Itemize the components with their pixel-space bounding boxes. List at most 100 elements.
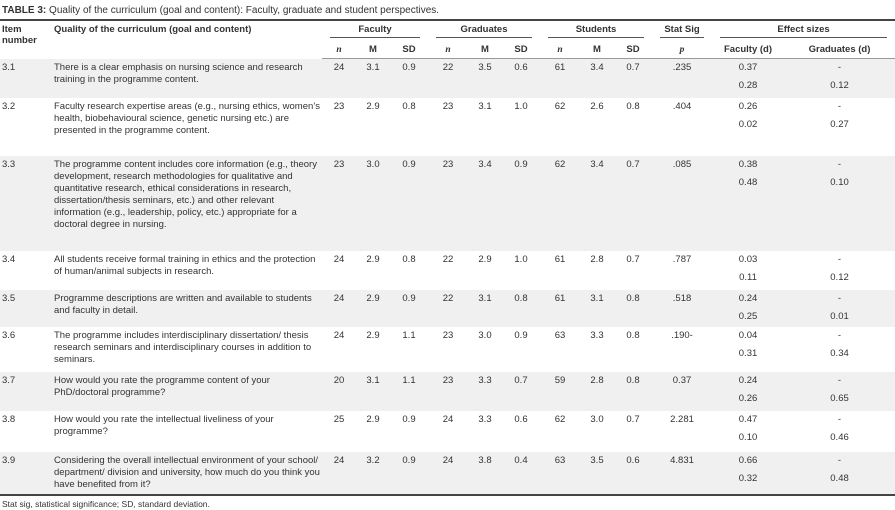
cell-gn: 23 [442,374,454,386]
cell-sn: 61 [554,62,566,73]
cell-fn: 24 [333,292,345,304]
item-text: Programme descriptions are written and a… [54,292,312,316]
cell-fm: 3.1 [366,374,380,386]
cell-fm: 2.9 [366,413,380,425]
cell-ssd: 0.8 [626,374,640,386]
cell-sn: 61 [554,253,566,265]
faculty-d-cell: 0.37 0.28 [738,62,758,91]
graduates-d-cell: -0.46 [830,413,849,443]
cell-ssd: 0.8 [626,292,640,304]
cell-gn: 22 [442,292,454,304]
header-graduates: Graduates [428,19,540,41]
graduates-d-cell: -0.01 [830,292,849,322]
header-quality: Quality of the curriculum (goal and cont… [52,19,322,59]
item-text: All students receive formal training in … [54,253,316,277]
cell-gsd: 0.6 [514,62,528,73]
cell-gm: 3.1 [478,100,492,112]
cell-fsd: 0.8 [402,100,416,112]
header-item-number: Item number [0,19,52,59]
cell-fn: 20 [333,374,345,386]
cell-sm: 3.0 [590,413,604,425]
cell-fn: 24 [322,451,356,496]
cell-sm: 3.4 [590,62,604,73]
header-effect-sizes: Effect sizes [712,19,895,41]
cell-gm: 3.5 [478,62,492,73]
item-number: 3.5 [2,292,16,304]
cell-gm: 3.1 [478,292,492,304]
header-faculty: Faculty [322,19,428,41]
faculty-d-cell: 0.03 0.11 [738,253,758,283]
graduates-d-cell: -0.10 [830,158,849,188]
header-sd: SD [614,41,653,59]
cell-fn: 23 [333,158,345,170]
cell-sn: 62 [554,158,566,170]
cell-sm: 3.3 [590,329,604,341]
cell-sm: 3.4 [590,158,604,170]
graduates-d-cell: -0.65 [830,374,849,404]
table-row: 3.4 All students receive formal training … [0,251,895,290]
cell-gm: 3.3 [478,374,492,386]
cell-fn: 25 [333,413,345,425]
cell-fsd: 1.1 [402,374,416,386]
cell-p: 0.37 [672,374,692,386]
header-m: M [468,41,502,59]
cell-gm: 2.9 [478,253,492,265]
item-text: How would you rate the programme content… [54,374,270,398]
item-number: 3.7 [2,374,16,386]
cell-sn: 62 [554,100,566,112]
item-number: 3.4 [2,253,16,265]
faculty-d-cell: 0.38 0.48 [738,158,758,188]
cell-ssd: 0.7 [626,62,640,73]
header-n: n [428,41,468,59]
cell-fm: 3.1 [366,62,380,73]
table-caption: TABLE 3: Quality of the curriculum (goal… [2,5,440,16]
faculty-d-cell: 0.24 0.26 [738,374,758,404]
faculty-d-cell: 0.04 0.31 [738,329,758,359]
graduates-d-cell: -0.12 [830,253,849,283]
cell-sm: 3.5 [580,451,614,496]
item-number: 3.6 [2,329,16,341]
cell-p: .235 [672,62,692,73]
graduates-d-cell: -0.12 [830,62,849,91]
item-text: Faculty research expertise areas (e.g., … [54,100,320,136]
cell-p: 4.831 [652,451,713,496]
header-sd: SD [390,41,428,59]
header-m: M [580,41,614,59]
cell-gn: 23 [442,158,454,170]
cell-gm: 3.0 [478,329,492,341]
cell-sn: 61 [554,292,566,304]
cell-sn: 62 [554,413,566,425]
faculty-d-cell: 0.66 0.32 [712,451,785,496]
cell-fsd: 0.9 [390,451,428,496]
cell-gsd: 0.9 [514,158,528,170]
header-n: n [540,41,580,59]
item-text: Considering the overall intellectual env… [52,451,322,496]
cell-sn: 63 [540,451,580,496]
header-p: p [652,41,713,59]
cell-ssd: 0.6 [614,451,653,496]
cell-fsd: 0.9 [402,62,416,73]
cell-gm: 3.8 [468,451,502,496]
cell-fsd: 0.8 [402,253,416,265]
cell-fm: 2.9 [366,329,380,341]
cell-ssd: 0.8 [626,329,640,341]
curriculum-quality-table: Item number Quality of the curriculum (g… [0,19,895,496]
cell-gsd: 1.0 [514,100,528,112]
cell-sn: 63 [554,329,566,341]
cell-gsd: 0.7 [514,374,528,386]
cell-p: .404 [672,100,692,112]
item-number: 3.3 [2,158,16,170]
cell-gn: 22 [442,253,454,265]
header-students: Students [540,19,653,41]
faculty-d-cell: 0.26 0.02 [738,100,758,130]
cell-fsd: 0.9 [402,158,416,170]
cell-sm: 2.8 [590,374,604,386]
table-row: 3.3 The programme content includes core i… [0,155,895,251]
cell-fn: 24 [333,62,345,73]
item-text: The programme includes interdisciplinary… [54,329,312,365]
cell-gm: 3.3 [478,413,492,425]
cell-fn: 24 [333,329,345,341]
cell-gn: 23 [442,329,454,341]
cell-sm: 2.6 [590,100,604,112]
